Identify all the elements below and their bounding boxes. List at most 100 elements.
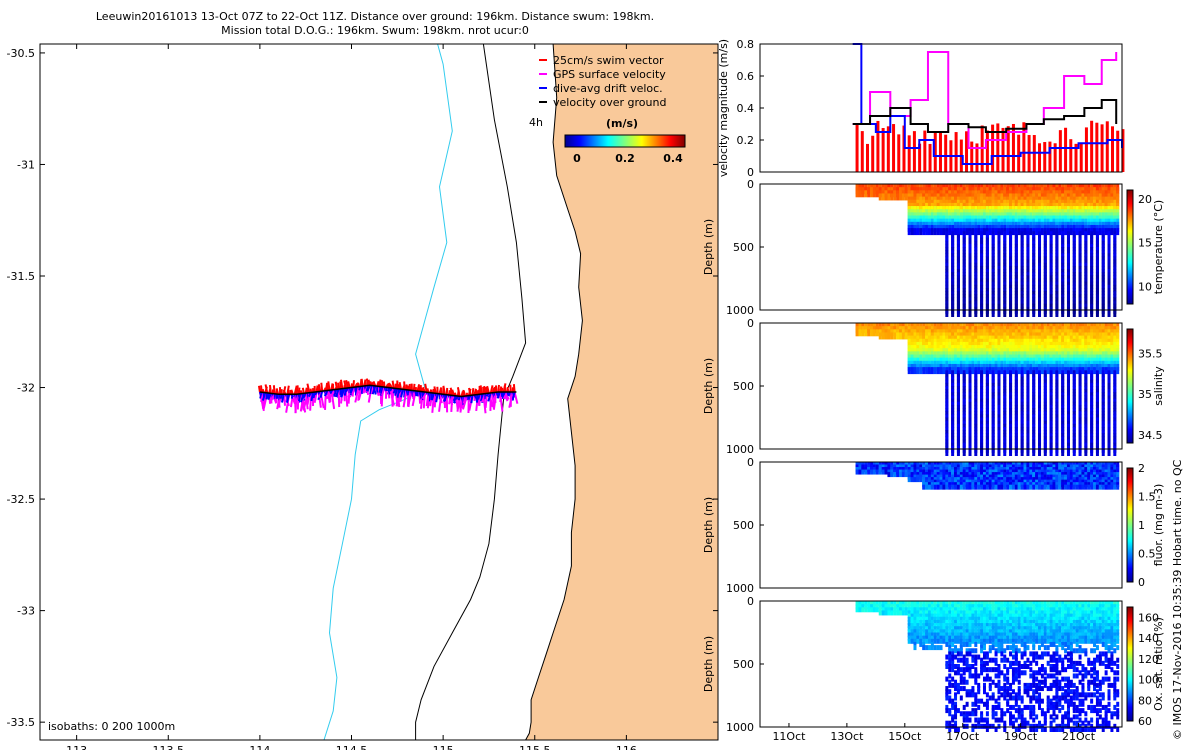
section-y-tick-label: 500	[733, 380, 754, 393]
section-cell	[933, 464, 937, 470]
section-cell	[916, 464, 920, 470]
section-cell	[948, 367, 952, 375]
section-cell	[988, 462, 992, 467]
section-cell	[1000, 467, 1004, 473]
section-cell	[945, 462, 949, 467]
section-cell	[881, 193, 885, 201]
drift-velocity-stick	[259, 391, 263, 399]
section-cell	[887, 462, 891, 467]
section-cell	[1029, 467, 1033, 473]
section-cell	[962, 472, 966, 478]
section-cell	[864, 190, 868, 198]
section-cell	[1035, 228, 1039, 236]
section-cell	[933, 484, 937, 490]
section-cell	[962, 482, 966, 488]
section-cell	[881, 332, 885, 340]
section-cell	[933, 462, 937, 467]
section-cell	[1098, 228, 1102, 236]
swim-vector-stick	[471, 387, 475, 396]
swim-vector-stick	[485, 386, 489, 394]
section-cell	[942, 462, 946, 467]
gps-velocity-stick	[438, 393, 443, 412]
gps-velocity-stick	[492, 392, 498, 410]
section-cell	[974, 467, 978, 473]
section-cell	[870, 190, 874, 198]
section-cell	[887, 193, 891, 201]
section-cell	[962, 449, 966, 456]
section-cell	[994, 228, 998, 236]
swim-vector-stick	[498, 386, 503, 393]
swim-bar	[1053, 143, 1057, 172]
section-cell	[930, 484, 934, 490]
section-cell	[962, 474, 966, 480]
section-cell	[1081, 228, 1085, 236]
section-cell	[988, 482, 992, 488]
section-cell	[997, 310, 1001, 317]
section-cell	[1058, 228, 1062, 236]
section-cell	[1035, 464, 1039, 470]
section-cell	[1029, 228, 1033, 236]
section-cell	[945, 479, 949, 485]
section-cell	[974, 479, 978, 485]
section-cell	[968, 464, 972, 470]
section-cell	[956, 479, 960, 485]
section-cell	[916, 467, 920, 473]
swim-vector-stick	[365, 378, 369, 386]
section-cell	[1009, 449, 1013, 456]
section-cell	[1006, 367, 1010, 375]
section-cell	[899, 462, 903, 467]
section-cell	[1098, 367, 1102, 375]
drift-velocity-stick	[280, 394, 285, 403]
section-cell	[1003, 449, 1007, 456]
drift-velocity-stick	[349, 387, 353, 394]
section-cell	[890, 472, 894, 478]
swim-bar	[1022, 122, 1026, 172]
section-cell	[968, 469, 972, 475]
section-cell	[1040, 472, 1044, 478]
gps-velocity-stick	[449, 395, 456, 404]
section-cell	[1046, 367, 1050, 375]
section-cell	[936, 472, 940, 478]
section-cell	[890, 462, 894, 467]
section-cell	[936, 469, 940, 475]
section-cell	[1023, 469, 1027, 475]
section-cell	[994, 467, 998, 473]
section-cell	[936, 367, 940, 375]
section-cell	[1020, 464, 1024, 470]
section-cell	[968, 479, 972, 485]
section-cell	[858, 469, 862, 475]
section-colorbar	[1126, 328, 1134, 444]
section-cell	[948, 474, 952, 480]
section-cell	[939, 462, 943, 467]
section-cell	[1069, 228, 1073, 236]
drift-velocity-stick	[501, 391, 505, 400]
drift-velocity-stick	[310, 392, 315, 402]
drift-velocity-stick	[323, 389, 329, 397]
section-cell	[1075, 228, 1079, 236]
section-cell	[1061, 310, 1065, 317]
section-cell	[884, 464, 888, 470]
swim-vector-stick	[379, 381, 382, 387]
section-cell	[1017, 228, 1021, 236]
section-cell	[959, 472, 963, 478]
section-cell	[904, 469, 908, 475]
section-cell	[919, 467, 923, 473]
section-cell	[988, 474, 992, 480]
section-cell	[907, 472, 911, 478]
map-x-tick-label: 114.5	[336, 744, 368, 750]
colorbar-tick-label: 10	[1138, 280, 1152, 293]
section-cell	[878, 467, 882, 473]
section-y-tick-label: 0	[747, 178, 754, 191]
section-cell	[994, 477, 998, 483]
section-cell	[948, 467, 952, 473]
section-cell	[1035, 474, 1039, 480]
section-cell	[1038, 484, 1042, 490]
swim-vector-stick	[301, 387, 305, 394]
section-y-tick-label: 500	[733, 241, 754, 254]
section-cell	[861, 464, 865, 470]
section-cell	[867, 462, 871, 467]
section-cell	[959, 477, 963, 483]
